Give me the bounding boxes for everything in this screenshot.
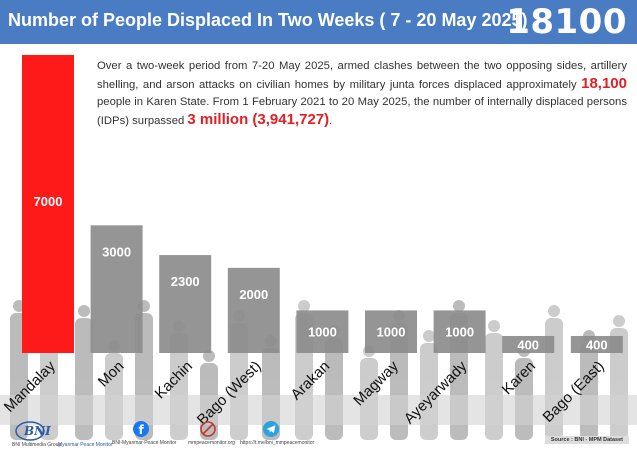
bar-mandalay <box>22 55 74 353</box>
bar-bago-east <box>570 335 623 353</box>
telegram-icon[interactable] <box>263 421 279 437</box>
bar-kachin <box>159 255 212 353</box>
value-label: 1000 <box>445 325 474 340</box>
website-label: mmpeacemonitor.org <box>188 440 235 446</box>
summary-text-3: . <box>329 115 333 127</box>
org-name-1: BNI Multimedia Group <box>12 442 62 448</box>
value-label: 2300 <box>171 274 200 289</box>
bar-karen <box>502 335 555 353</box>
summary-paragraph: Over a two-week period from 7-20 May 202… <box>97 58 627 130</box>
value-label: 1000 <box>377 325 406 340</box>
bar-bago-west <box>227 267 280 353</box>
source-note: Source : BNI - MPM Dataset <box>544 436 629 444</box>
ground-band <box>0 395 637 425</box>
bar-arakan <box>296 310 349 353</box>
facebook-label: BNI-Myanmar Peace Monitor <box>112 440 177 446</box>
summary-highlight-displaced: 18,100 <box>581 75 627 92</box>
bar-magway <box>365 310 417 353</box>
web-icon[interactable] <box>200 421 216 437</box>
summary-highlight-idps: 3 million (3,941,727) <box>187 111 330 128</box>
facebook-icon[interactable]: f <box>133 421 149 437</box>
header-bar: Number of People Displaced In Two Weeks … <box>0 0 637 44</box>
summary-text-1: Over a two-week period from 7-20 May 202… <box>97 60 627 91</box>
org-name-2: Myanmar Peace Monitor <box>58 442 113 448</box>
value-label: 7000 <box>34 194 63 209</box>
summary-text-2: people in Karen State. From 1 February 2… <box>97 96 627 127</box>
page-title: Number of People Displaced In Two Weeks … <box>8 10 528 30</box>
value-label: 400 <box>586 337 608 352</box>
bar-mon <box>90 225 143 353</box>
value-label: 1000 <box>308 325 337 340</box>
value-label: 3000 <box>102 244 131 259</box>
footer: BNI BNI Multimedia Group Myanmar Peace M… <box>0 418 637 450</box>
logo-text: BNI <box>23 424 51 438</box>
telegram-label: https://t.me/bni_mmpeacemonitor <box>240 440 315 446</box>
svg-text:f: f <box>139 423 145 437</box>
bar-ayeyarwady <box>433 310 486 353</box>
silhouette-background <box>0 300 637 440</box>
total-displaced: 18100 <box>506 2 627 42</box>
value-label: 400 <box>517 337 539 352</box>
value-label: 2000 <box>239 287 268 302</box>
bni-logo: BNI <box>15 421 51 441</box>
